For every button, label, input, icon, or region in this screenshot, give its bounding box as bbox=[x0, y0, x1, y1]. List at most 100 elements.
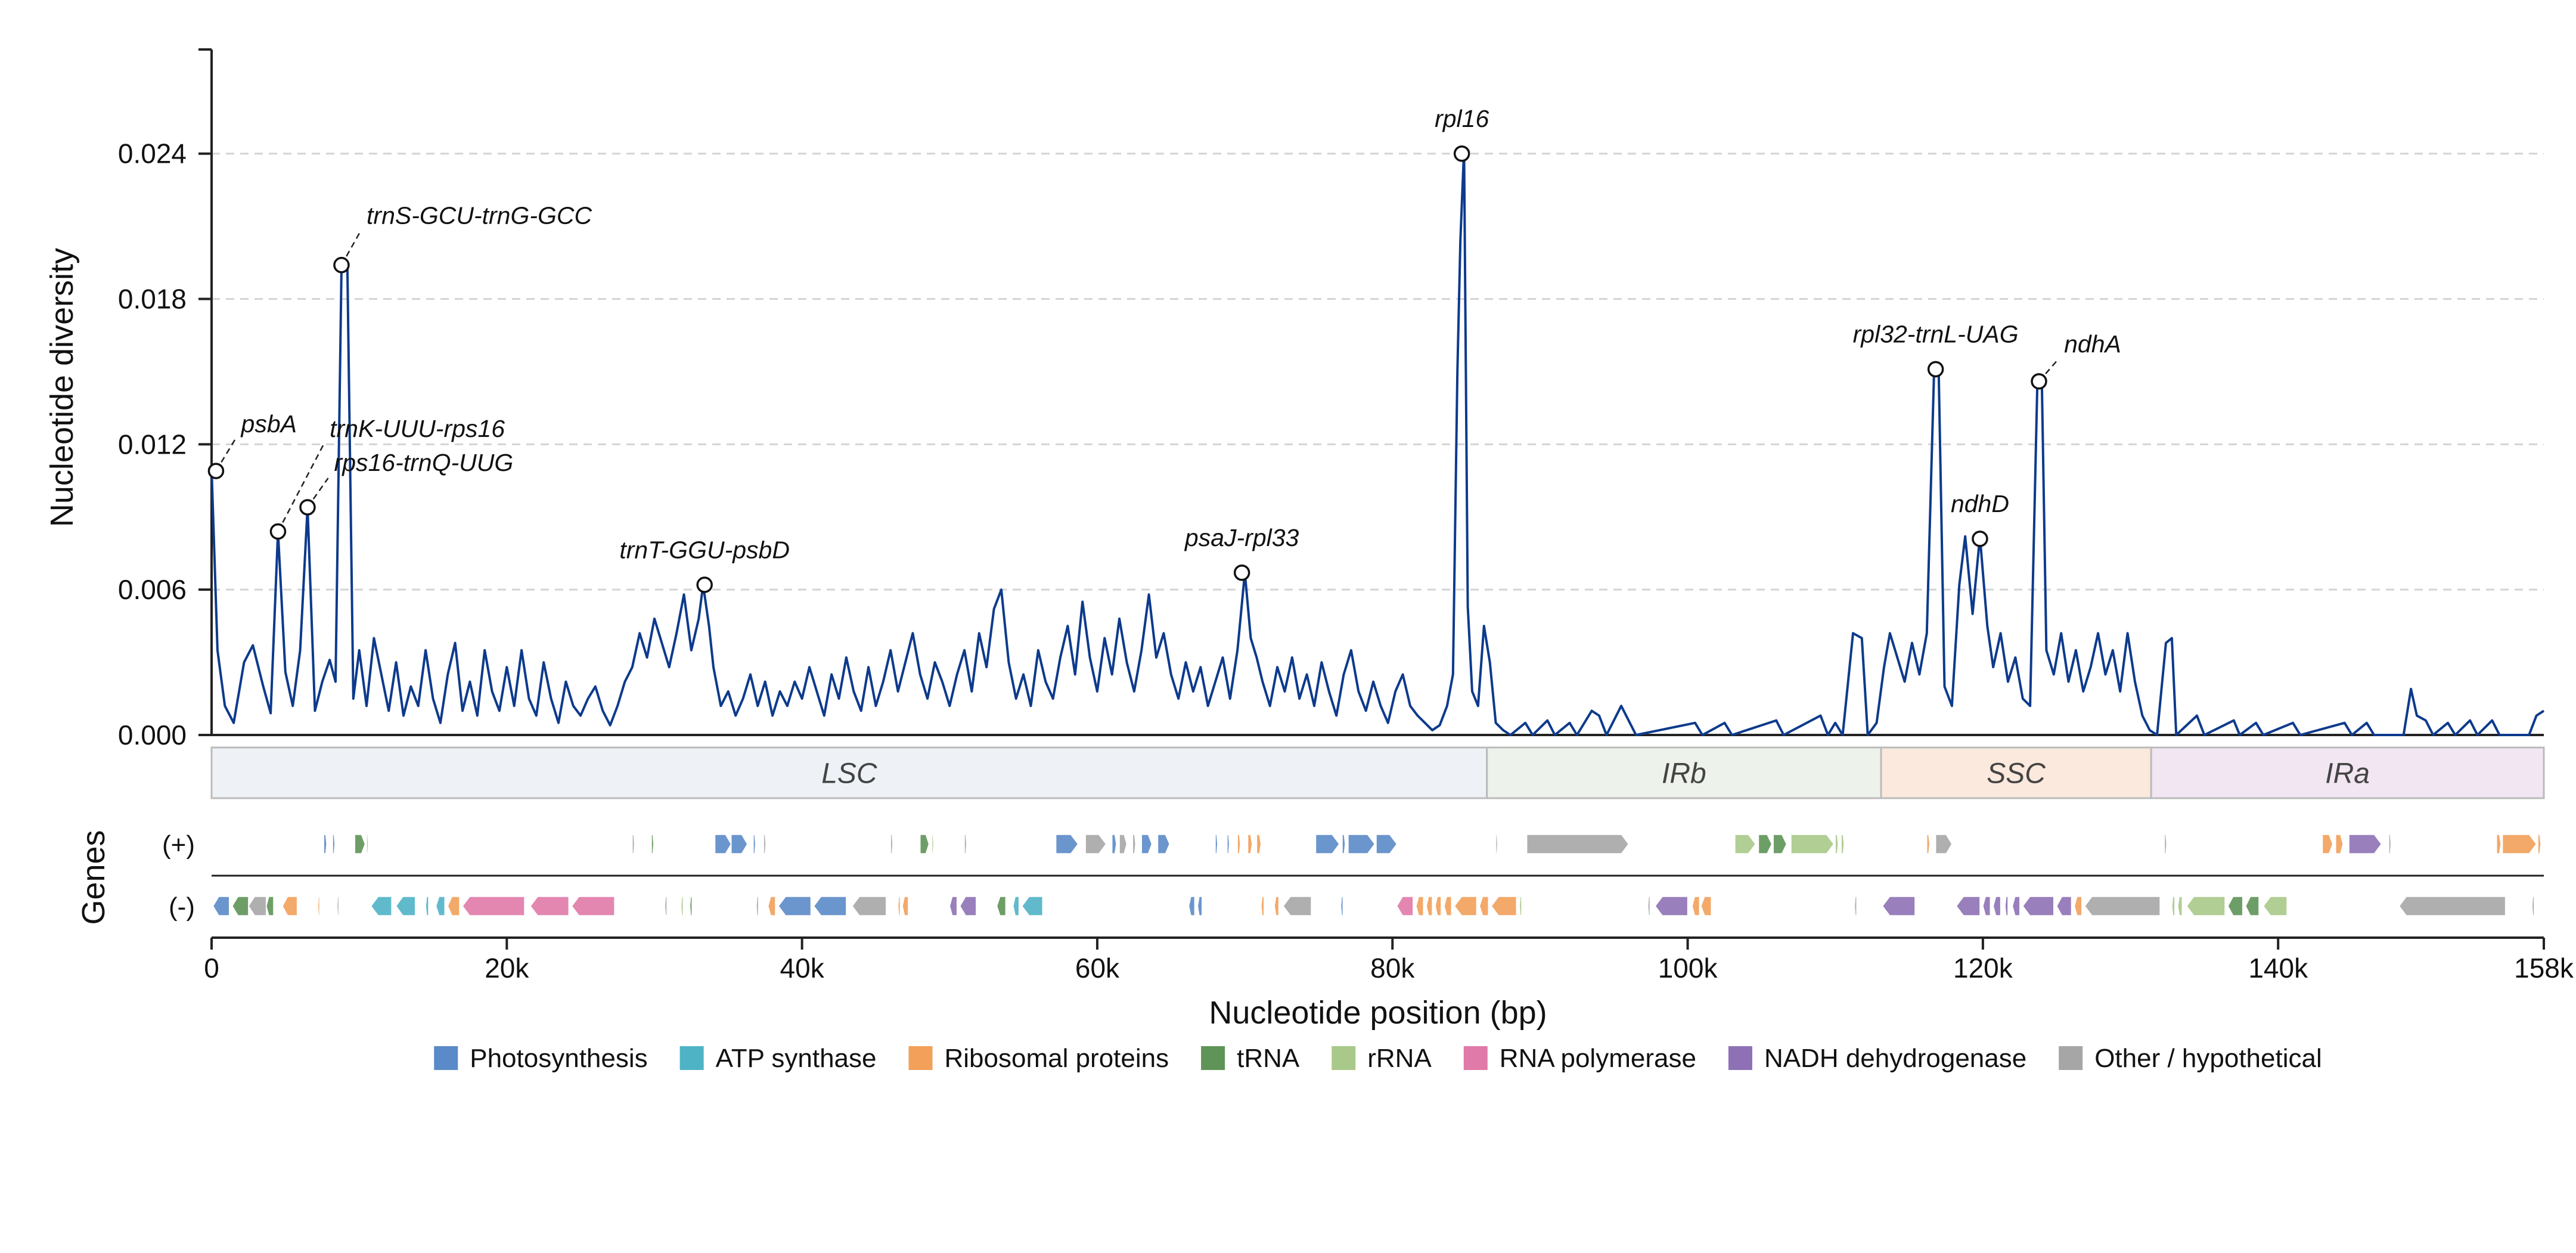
region-label: SSC bbox=[1987, 758, 2046, 790]
gene-photo bbox=[1340, 896, 1344, 916]
legend-label: tRNA bbox=[1237, 1044, 1300, 1073]
x-axis: 0 20k 40k 60k 80k 100k 120k 140k 158k bbox=[204, 936, 2574, 984]
peak-marker bbox=[1927, 361, 1944, 378]
peak-annotation: rpl32-trnL-UAG bbox=[1853, 321, 2019, 378]
gene-rrna bbox=[2186, 896, 2226, 916]
gene-ndh bbox=[959, 896, 977, 916]
gene-ribo bbox=[282, 896, 298, 916]
legend-label: ATP synthase bbox=[716, 1044, 877, 1073]
legend-item-rnap: RNA polymerase bbox=[1463, 1044, 1696, 1073]
gene-ribo bbox=[2335, 834, 2344, 854]
gene-photo bbox=[332, 834, 336, 854]
gene-rrna bbox=[366, 834, 369, 854]
gene-other bbox=[1526, 834, 1630, 854]
legend-label: Ribosomal proteins bbox=[944, 1044, 1169, 1073]
region-box bbox=[1486, 746, 1882, 799]
peak-annotation: rpl16 bbox=[1435, 105, 1489, 162]
gene-photo bbox=[1141, 834, 1153, 854]
gene-ndh bbox=[2348, 834, 2382, 854]
gene-other bbox=[1119, 834, 1128, 854]
peak-annotation: trnS-GCU-trnG-GCC bbox=[333, 202, 592, 274]
gene-rnap bbox=[1396, 896, 1414, 916]
gene-other bbox=[2388, 834, 2392, 854]
gene-ndh bbox=[2022, 896, 2054, 916]
legend-label: NADH dehydrogenase bbox=[1764, 1044, 2026, 1073]
region-lsc: LSC bbox=[210, 746, 1488, 799]
gene-ndh bbox=[949, 896, 958, 916]
gene-other bbox=[763, 834, 766, 854]
legend-swatch bbox=[1201, 1046, 1225, 1070]
peak-marker bbox=[1972, 531, 1988, 547]
gene-photo bbox=[1215, 834, 1218, 854]
x-tick-label: 158k bbox=[2514, 953, 2574, 984]
gene-photo bbox=[1197, 896, 1203, 916]
gene-other bbox=[1854, 896, 1857, 916]
gene-ribo bbox=[1444, 896, 1453, 916]
peak-leader-line bbox=[277, 443, 325, 532]
gene-ndh bbox=[1882, 896, 1916, 916]
legend-label: RNA polymerase bbox=[1500, 1044, 1696, 1073]
x-tick-label: 0 bbox=[204, 953, 219, 984]
gene-photo bbox=[1348, 834, 1376, 854]
gene-trna bbox=[265, 896, 274, 916]
gene-tracks bbox=[212, 834, 2544, 916]
gene-other bbox=[2084, 896, 2161, 916]
peak-annotation: trnK-UUU-rps16 bbox=[269, 415, 505, 540]
gene-photo bbox=[778, 896, 812, 916]
gene-photo bbox=[1157, 834, 1171, 854]
peak-label: trnK-UUU-rps16 bbox=[330, 415, 505, 442]
gene-photo bbox=[1111, 834, 1117, 854]
peak-annotation: ndhD bbox=[1951, 490, 2009, 547]
region-box bbox=[210, 746, 1488, 799]
gene-ndh bbox=[1992, 896, 2001, 916]
gene-ribo bbox=[1454, 896, 1478, 916]
gene-rrna bbox=[2171, 896, 2175, 916]
gene-rrna bbox=[1519, 896, 1522, 916]
gene-ribo bbox=[1491, 896, 1517, 916]
gene-trna bbox=[1773, 834, 1787, 854]
gene-rrna bbox=[1790, 834, 1835, 854]
gene-ribo bbox=[2537, 834, 2541, 854]
y-axis: 0.000 0.006 0.012 0.018 0.024 bbox=[118, 48, 2544, 750]
grid-lines bbox=[212, 153, 2544, 591]
gene-photo bbox=[731, 834, 748, 854]
gene-ribo bbox=[1247, 834, 1253, 854]
peak-marker bbox=[2031, 373, 2047, 390]
gene-ribo bbox=[1261, 896, 1265, 916]
peak-label: ndhA bbox=[2064, 330, 2121, 358]
peak-marker bbox=[299, 499, 316, 516]
region-ssc: SSC bbox=[1880, 746, 2152, 799]
gene-photo bbox=[212, 896, 230, 916]
peak-leader-line bbox=[340, 230, 362, 266]
y-tick-label: 0.012 bbox=[118, 429, 187, 460]
gene-photo bbox=[1376, 834, 1398, 854]
region-track: LSC IRb SSC IRa bbox=[210, 746, 2545, 799]
peak-marker bbox=[1233, 564, 1250, 581]
region-irb: IRb bbox=[1486, 746, 1882, 799]
gene-ndh bbox=[1982, 896, 1991, 916]
peak-annotations: psbA trnK-UUU-rps16 rps16-trnQ-UUG trnS-GCU… bbox=[207, 105, 2121, 593]
gene-ribo bbox=[897, 896, 901, 916]
legend-item-trna: tRNA bbox=[1201, 1044, 1300, 1073]
gene-photo bbox=[1055, 834, 1079, 854]
region-label: LSC bbox=[821, 758, 877, 790]
gene-ribo bbox=[447, 896, 460, 916]
gene-photo bbox=[1227, 834, 1230, 854]
gene-trna bbox=[689, 896, 693, 916]
legend-swatch bbox=[1728, 1046, 1752, 1070]
gene-ribo bbox=[767, 896, 776, 916]
peak-annotation: psbA bbox=[207, 410, 297, 479]
gene-other bbox=[1085, 834, 1107, 854]
gene-ribo bbox=[902, 896, 909, 916]
gene-photo bbox=[1188, 896, 1196, 916]
gene-other bbox=[1647, 896, 1651, 916]
gene-rrna bbox=[680, 896, 684, 916]
peak-label: rpl16 bbox=[1435, 105, 1489, 132]
gene-rrna bbox=[2262, 896, 2288, 916]
gene-ndh bbox=[1655, 896, 1689, 916]
legend-label: rRNA bbox=[1367, 1044, 1432, 1073]
y-tick-label: 0.018 bbox=[118, 284, 187, 315]
gene-ribo bbox=[1926, 834, 1931, 854]
legend-item-atp: ATP synthase bbox=[679, 1044, 877, 1073]
